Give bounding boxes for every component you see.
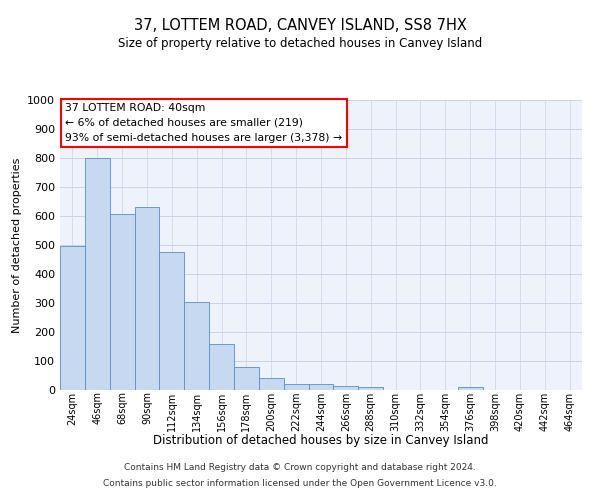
Bar (284, 384, 308, 390)
Text: Contains public sector information licensed under the Open Government Licence v3: Contains public sector information licen… (103, 478, 497, 488)
Bar (184, 302, 209, 390)
Bar (85, 158, 110, 390)
Bar (334, 386, 358, 390)
Bar (110, 214, 134, 390)
Bar (259, 378, 284, 390)
Bar (308, 384, 334, 390)
Text: 37 LOTTEM ROAD: 40sqm
← 6% of detached houses are smaller (219)
93% of semi-deta: 37 LOTTEM ROAD: 40sqm ← 6% of detached h… (65, 103, 343, 142)
Bar (458, 387, 482, 390)
Bar (160, 252, 184, 390)
Text: Contains HM Land Registry data © Crown copyright and database right 2024.: Contains HM Land Registry data © Crown c… (124, 464, 476, 472)
Text: 37, LOTTEM ROAD, CANVEY ISLAND, SS8 7HX: 37, LOTTEM ROAD, CANVEY ISLAND, SS8 7HX (134, 18, 466, 32)
Bar (134, 208, 160, 390)
Bar (209, 344, 234, 390)
X-axis label: Distribution of detached houses by size in Canvey Island: Distribution of detached houses by size … (153, 434, 489, 446)
Y-axis label: Number of detached properties: Number of detached properties (11, 158, 22, 332)
Bar (358, 387, 383, 390)
Bar (234, 368, 259, 390)
Text: Size of property relative to detached houses in Canvey Island: Size of property relative to detached ho… (118, 38, 482, 51)
Bar (60, 246, 85, 390)
